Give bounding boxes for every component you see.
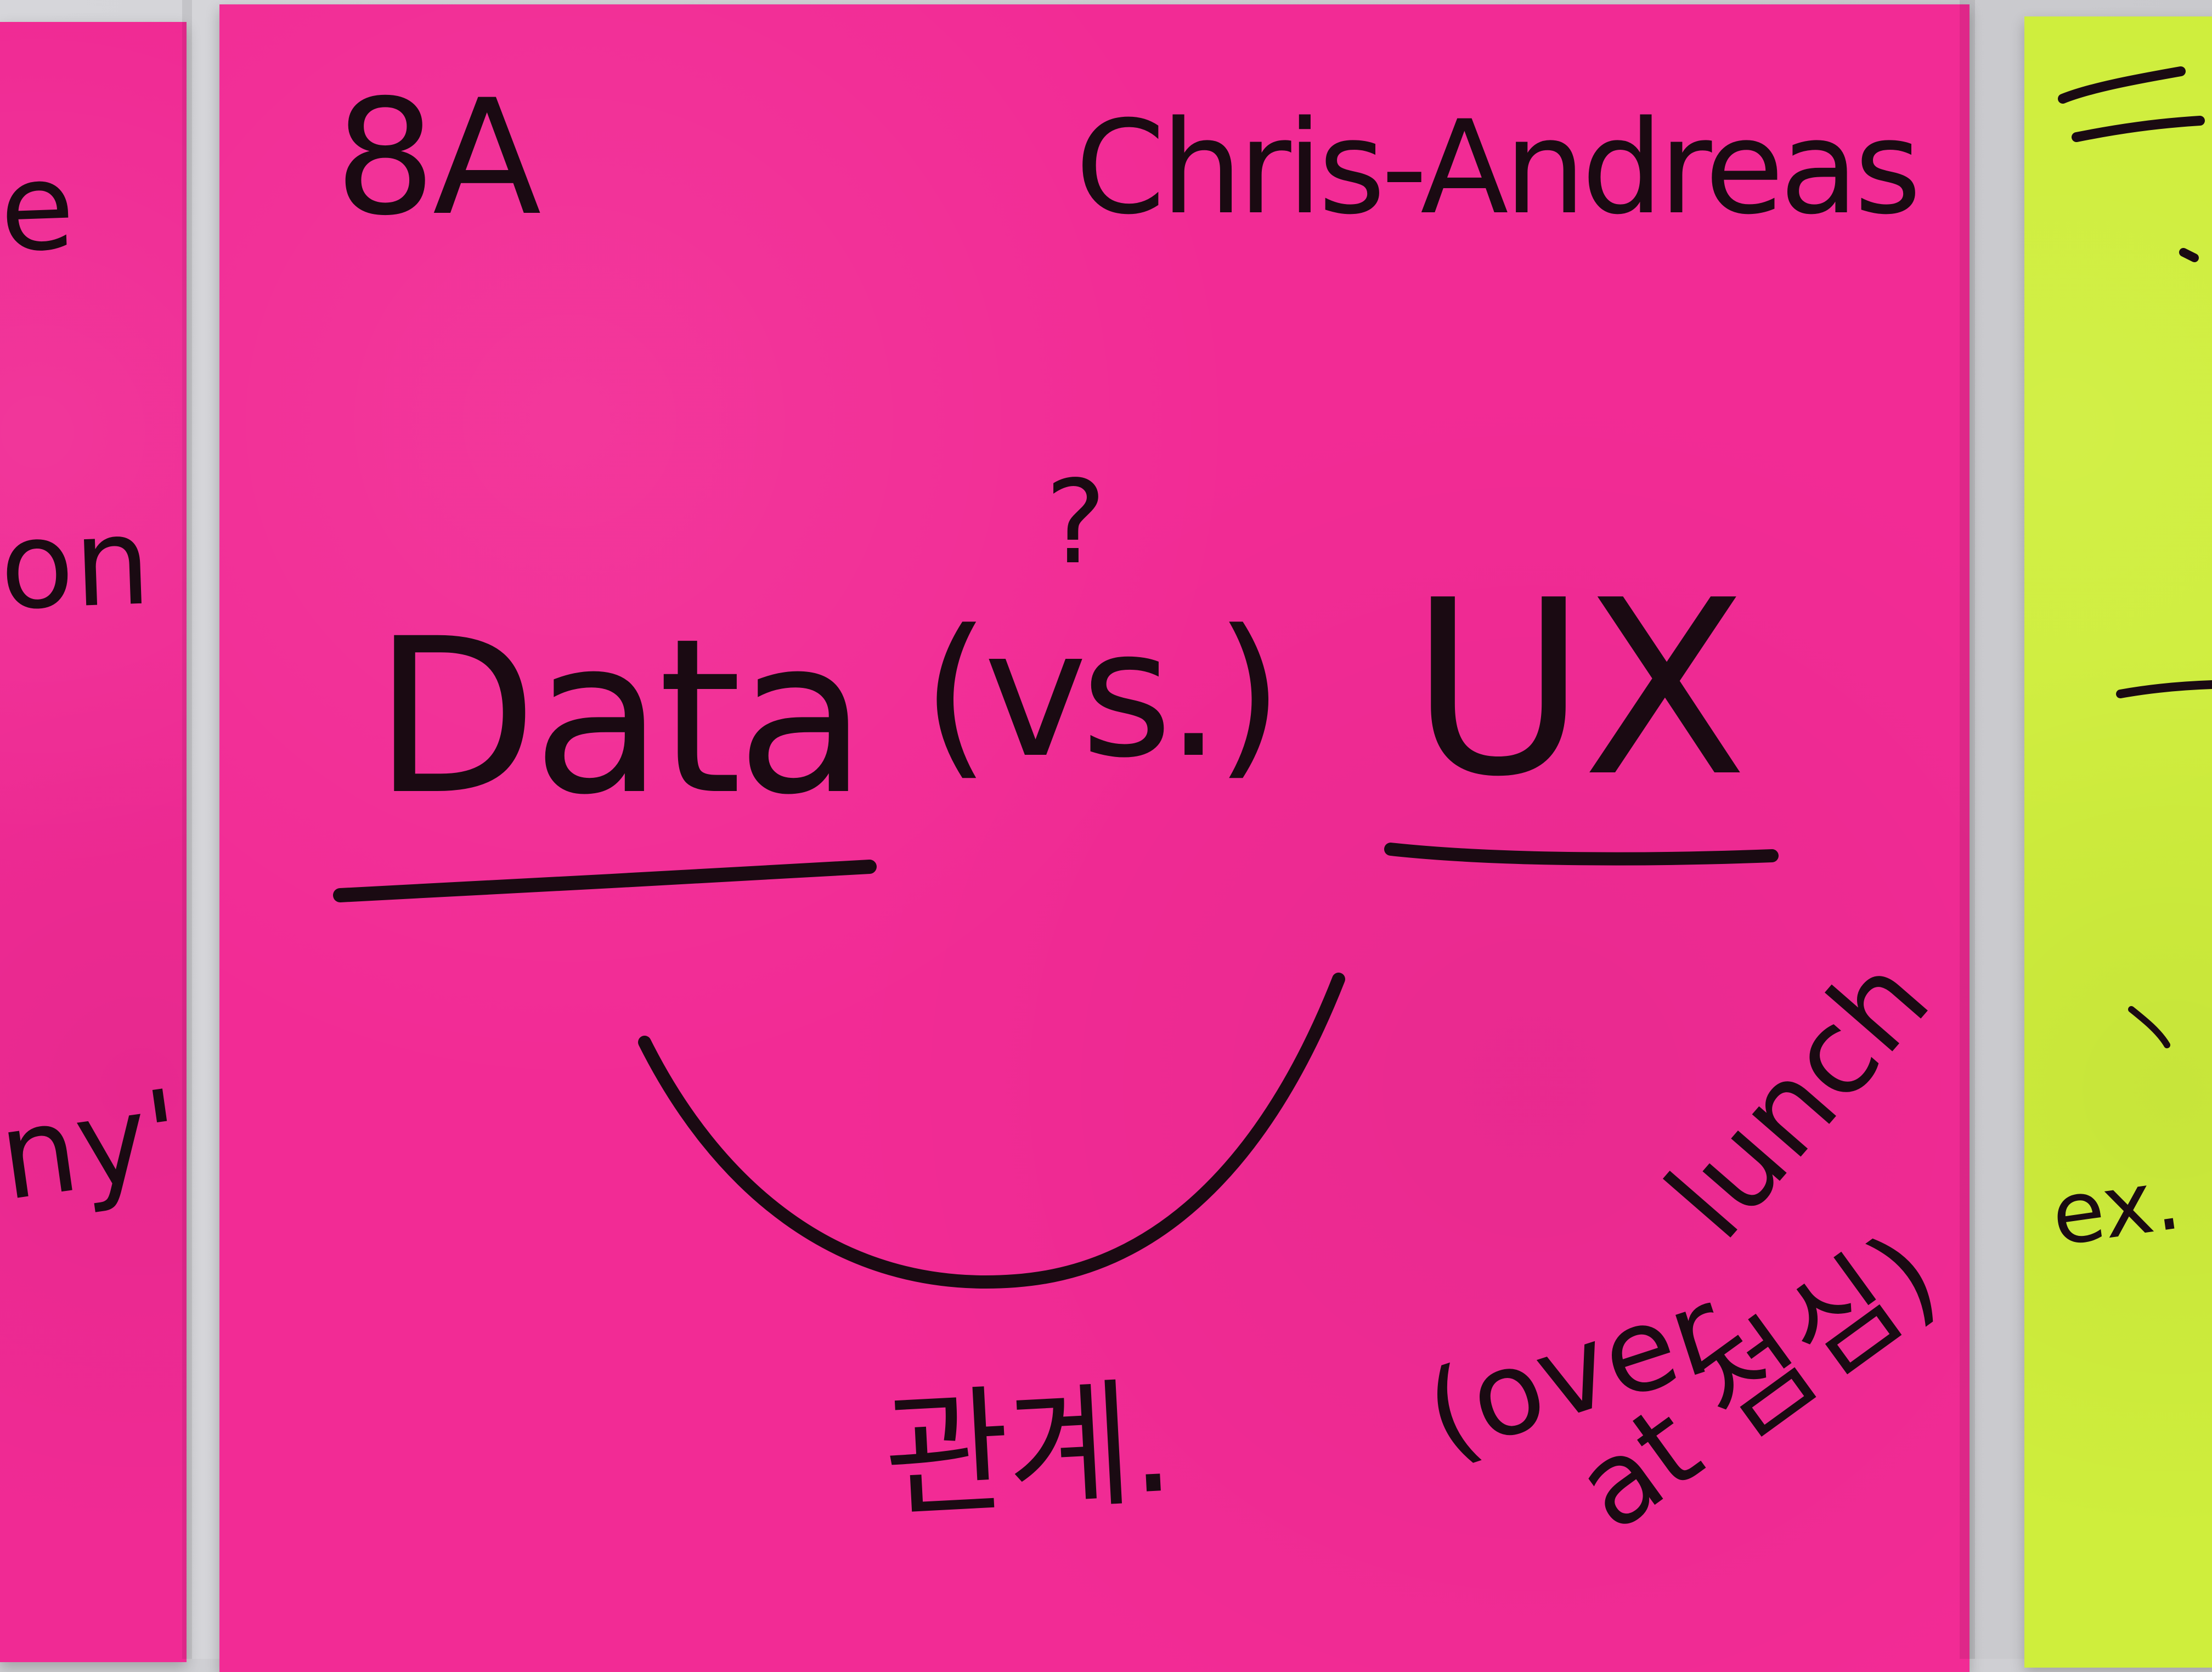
left-note-texture: [0, 22, 187, 1662]
main-note-texture: [219, 4, 1970, 1672]
main-sticky-note: [219, 4, 1970, 1672]
right-note-texture: [2024, 16, 2212, 1668]
left-sticky-note: [0, 22, 187, 1662]
right-sticky-note: [2024, 16, 2212, 1668]
